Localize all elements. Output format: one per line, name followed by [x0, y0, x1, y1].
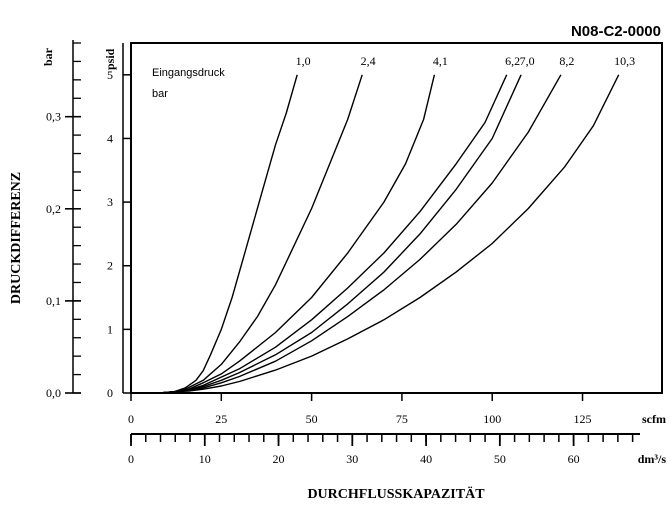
series-label-4: 7,0 [520, 54, 535, 68]
x-dm3s-unit: dm³/s [638, 452, 667, 466]
series-layer [131, 74, 620, 394]
series-line-1 [131, 74, 363, 394]
plot-frame [130, 42, 663, 394]
y-psid-tick-label: 4 [107, 131, 113, 145]
x-axis-title: DURCHFLUSSKAPAZITÄT [307, 486, 485, 502]
x-scfm-tick-label: 50 [306, 412, 318, 426]
x-scfm-ticks: 0 25 50 75 100 125 [128, 393, 592, 426]
y-psid-tick-label: 0 [107, 386, 113, 400]
series-label-0: 1,0 [296, 54, 311, 68]
x-dm3s-tick-label: 0 [128, 452, 134, 466]
y-psid-tick-label: 2 [107, 259, 113, 273]
x-scfm-tick-label: 75 [396, 412, 408, 426]
x-scfm-tick-label: 125 [574, 412, 592, 426]
y-psid-tick-label: 5 [107, 68, 113, 82]
x-dm3s-tick-label: 50 [494, 452, 506, 466]
x-dm3s-tick-label: 10 [199, 452, 211, 466]
y-bar-tick-label: 0,0 [46, 386, 61, 400]
series-label-3: 6,2 [505, 54, 520, 68]
series-label-6: 10,3 [614, 54, 635, 68]
y-axis-title: DRUCKDIFFERENZ [9, 172, 24, 304]
x-dm3s-tick-label: 20 [273, 452, 285, 466]
y-psid-unit: psid [103, 48, 117, 70]
y-bar-tick-label: 0,1 [46, 294, 61, 308]
x-scfm-tick-label: 25 [215, 412, 227, 426]
x-scfm-unit: scfm [642, 412, 666, 426]
x-dm3s-tick-label: 60 [568, 452, 580, 466]
y-bar-ticks: 0,0 0,1 0,2 0,3 [46, 42, 81, 400]
series-line-0 [131, 74, 298, 394]
x-dm3s-tick-label: 30 [346, 452, 358, 466]
series-line-6 [131, 74, 620, 394]
series-labels: 1,0 2,4 4,1 6,2 7,0 8,2 10,3 [296, 54, 635, 68]
series-label-1: 2,4 [361, 54, 376, 68]
y-psid-tick-label: 1 [107, 322, 113, 336]
y-psid-ticks: 0 1 2 3 4 5 [107, 68, 131, 400]
y-bar-unit: bar [41, 47, 55, 66]
y-bar-tick-label: 0,3 [46, 110, 61, 124]
chart-code: N08-C2-0000 [571, 23, 661, 40]
y-psid-tick-label: 3 [107, 195, 113, 209]
y-bar-tick-label: 0,2 [46, 202, 61, 216]
series-label-5: 8,2 [559, 54, 574, 68]
x-dm3s-tick-label: 40 [420, 452, 432, 466]
series-line-3 [131, 74, 508, 394]
series-line-4 [131, 74, 522, 394]
x-scfm-tick-label: 0 [128, 412, 134, 426]
series-label-2: 4,1 [433, 54, 448, 68]
legend-title-line2: bar [152, 88, 168, 100]
x-dm3s-ticks: 0 10 20 30 40 50 60 [128, 434, 634, 466]
legend-title-line1: Eingangsdruck [152, 67, 225, 79]
x-scfm-tick-label: 100 [483, 412, 501, 426]
